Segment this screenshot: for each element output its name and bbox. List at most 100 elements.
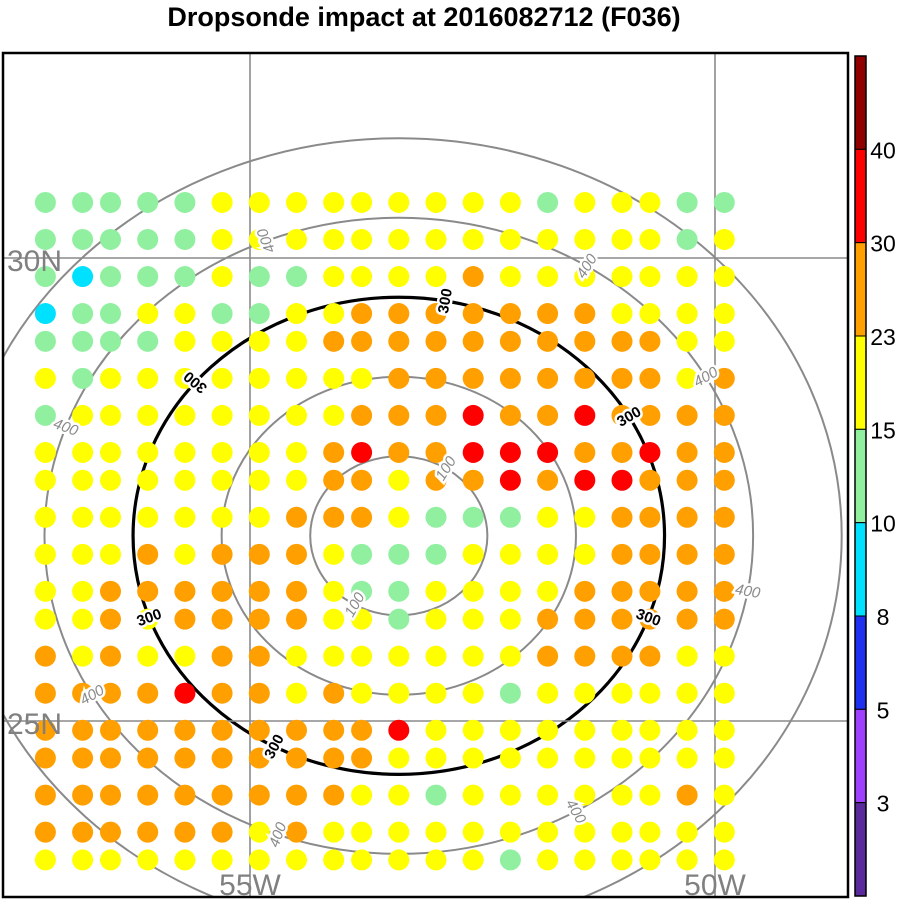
- dropsonde-point: [211, 608, 233, 630]
- dropsonde-point: [248, 543, 270, 565]
- dropsonde-point: [100, 645, 121, 667]
- dropsonde-point: [286, 404, 307, 426]
- dropsonde-point: [574, 682, 596, 704]
- dropsonde-point: [388, 469, 410, 491]
- dropsonde-point: [639, 266, 661, 288]
- dropsonde-point: [211, 228, 233, 250]
- dropsonde-point: [72, 303, 94, 325]
- dropsonde-point: [388, 719, 410, 741]
- colorbar-box: [854, 708, 867, 804]
- dropsonde-point: [248, 608, 270, 630]
- dropsonde-point: [388, 747, 410, 769]
- dropsonde-point: [323, 682, 345, 704]
- dropsonde-point: [137, 404, 159, 426]
- dropsonde-point: [351, 506, 373, 528]
- dropsonde-point: [499, 543, 521, 565]
- dropsonde-point: [462, 543, 484, 565]
- dropsonde-point: [425, 367, 447, 389]
- dropsonde-point: [174, 821, 196, 843]
- dropsonde-point: [388, 645, 410, 667]
- dropsonde-point: [174, 608, 196, 630]
- dropsonde-point: [499, 228, 521, 250]
- dropsonde-point: [462, 330, 484, 352]
- dropsonde-point: [676, 228, 698, 250]
- dropsonde-point: [248, 330, 270, 352]
- dropsonde-point: [100, 228, 121, 250]
- dropsonde-point: [34, 682, 56, 704]
- dropsonde-point: [72, 821, 94, 843]
- dropsonde-point: [100, 821, 121, 843]
- dropsonde-point: [611, 580, 633, 602]
- dropsonde-point: [676, 506, 698, 528]
- dropsonde-point: [499, 441, 521, 463]
- dropsonde-point: [537, 784, 559, 806]
- dropsonde-point: [174, 367, 196, 389]
- dropsonde-point: [499, 719, 521, 741]
- dropsonde-point: [100, 404, 121, 426]
- axis-labels: 55W 50W 30N 25N: [7, 245, 747, 900]
- dropsonde-point: [72, 784, 94, 806]
- dropsonde-point: [174, 330, 196, 352]
- dropsonde-point: [100, 580, 121, 602]
- dropsonde-point: [611, 719, 633, 741]
- dropsonde-point: [639, 543, 661, 565]
- dropsonde-point: [211, 266, 233, 288]
- dropsonde-point: [574, 367, 596, 389]
- dropsonde-point: [639, 580, 661, 602]
- dropsonde-point: [676, 469, 698, 491]
- dropsonde-point: [351, 645, 373, 667]
- dropsonde-point: [639, 849, 661, 871]
- dropsonde-point: [351, 849, 373, 871]
- dropsonde-point: [611, 441, 633, 463]
- dropsonde-point: [462, 747, 484, 769]
- dropsonde-point: [323, 404, 345, 426]
- dropsonde-point: [174, 543, 196, 565]
- lat-tick-label: 30N: [7, 245, 62, 278]
- dropsonde-point: [137, 821, 159, 843]
- dropsonde-point: [72, 441, 94, 463]
- dropsonde-point: [137, 191, 159, 213]
- dropsonde-point: [286, 266, 307, 288]
- dropsonde-point: [676, 747, 698, 769]
- dropsonde-point: [639, 441, 661, 463]
- dropsonde-point: [72, 543, 94, 565]
- dropsonde-point: [34, 821, 56, 843]
- dropsonde-point: [286, 367, 307, 389]
- dropsonde-point: [499, 469, 521, 491]
- dropsonde-point: [323, 330, 345, 352]
- dropsonde-point: [713, 469, 735, 491]
- dropsonde-point: [462, 608, 484, 630]
- dropsonde-point: [34, 849, 56, 871]
- dropsonde-point: [462, 645, 484, 667]
- dropsonde-point: [248, 228, 270, 250]
- dropsonde-point: [351, 469, 373, 491]
- dropsonde-point: [323, 191, 345, 213]
- dropsonde-point: [574, 645, 596, 667]
- dropsonde-point: [100, 784, 121, 806]
- dropsonde-point: [174, 506, 196, 528]
- dropsonde-point: [713, 441, 735, 463]
- dropsonde-point: [137, 303, 159, 325]
- dropsonde-point: [248, 469, 270, 491]
- dropsonde-point: [499, 645, 521, 667]
- dropsonde-point: [174, 469, 196, 491]
- dropsonde-point: [137, 330, 159, 352]
- dropsonde-point: [611, 543, 633, 565]
- dropsonde-point: [211, 784, 233, 806]
- dropsonde-point: [323, 266, 345, 288]
- colorbar-tick-label: 3: [877, 791, 890, 817]
- dropsonde-point: [34, 506, 56, 528]
- dropsonde-point: [537, 580, 559, 602]
- dropsonde-point: [499, 821, 521, 843]
- dropsonde-point: [676, 719, 698, 741]
- dropsonde-point: [611, 747, 633, 769]
- colorbar-tick-label: 30: [870, 231, 896, 257]
- dropsonde-point: [286, 849, 307, 871]
- dropsonde-point: [323, 849, 345, 871]
- dropsonde-point: [323, 367, 345, 389]
- dropsonde-point: [499, 608, 521, 630]
- dropsonde-point: [499, 367, 521, 389]
- dropsonde-point: [425, 821, 447, 843]
- dropsonde-point: [713, 580, 735, 602]
